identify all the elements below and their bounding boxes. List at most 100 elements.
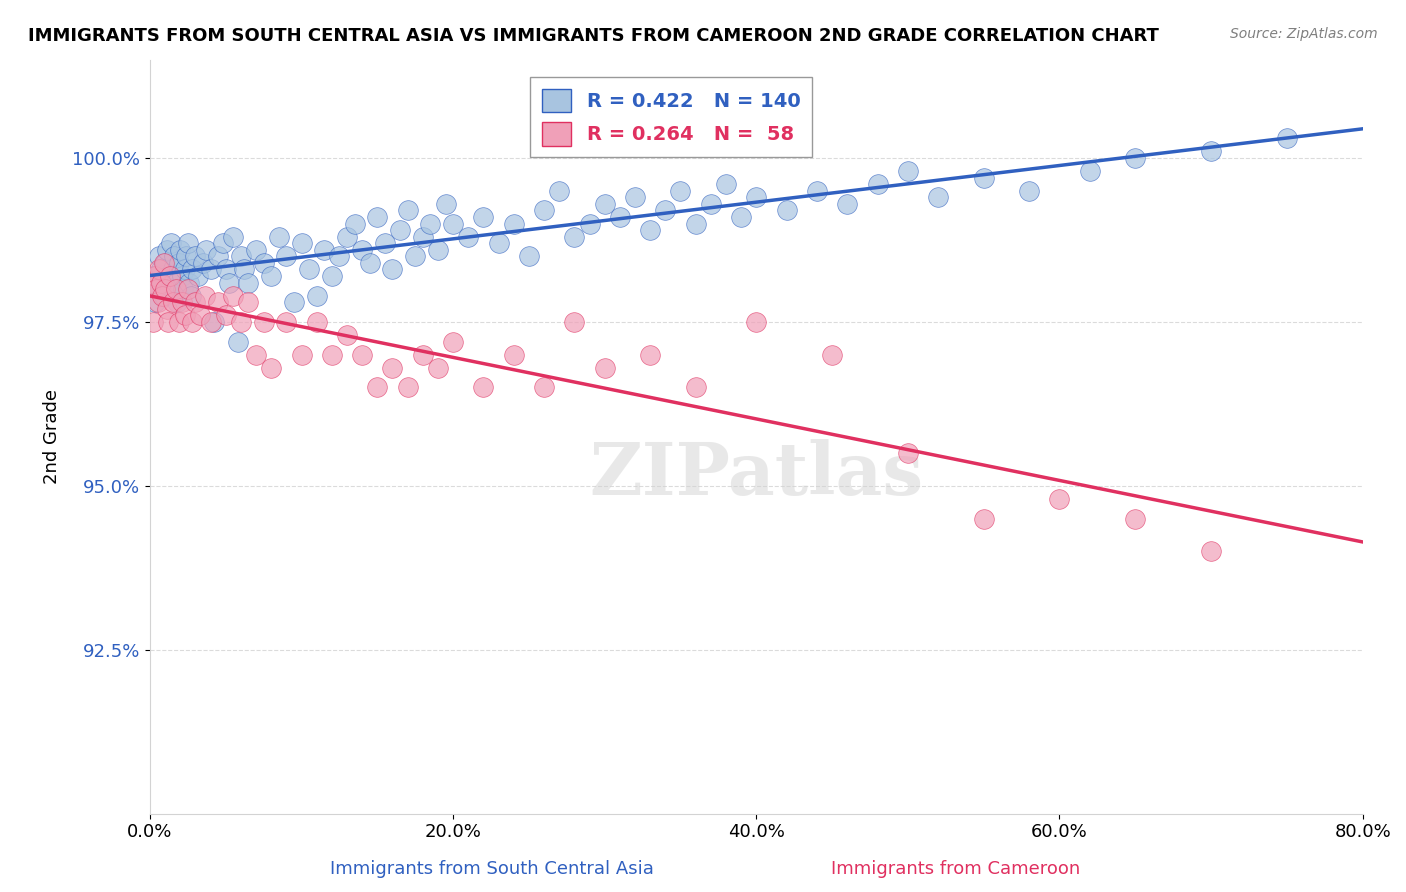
- Point: [142, 268, 165, 283]
- Point: [1049, 491, 1071, 506]
- Point: [165, 276, 187, 290]
- Point: [290, 236, 312, 251]
- Point: [821, 348, 844, 362]
- Point: [193, 288, 215, 302]
- Point: [157, 268, 180, 283]
- Point: [578, 217, 600, 231]
- Point: [685, 380, 707, 394]
- Point: [276, 315, 298, 329]
- Point: [226, 334, 249, 349]
- Point: [336, 328, 359, 343]
- Point: [564, 315, 586, 329]
- Point: [207, 295, 229, 310]
- Point: [321, 348, 343, 362]
- Point: [396, 203, 419, 218]
- Point: [150, 276, 173, 290]
- Point: [153, 256, 176, 270]
- Point: [533, 203, 555, 218]
- Point: [169, 243, 191, 257]
- Point: [441, 217, 464, 231]
- Point: [172, 282, 194, 296]
- Point: [200, 262, 222, 277]
- Point: [593, 360, 616, 375]
- Point: [866, 177, 889, 191]
- Point: [173, 308, 195, 322]
- Point: [472, 210, 495, 224]
- Point: [714, 177, 737, 191]
- Point: [973, 170, 995, 185]
- Point: [143, 268, 166, 283]
- Point: [150, 288, 173, 302]
- Point: [404, 249, 426, 263]
- Point: [283, 295, 305, 310]
- Point: [170, 268, 193, 283]
- Point: [222, 229, 245, 244]
- Point: [609, 210, 631, 224]
- Point: [148, 262, 170, 277]
- Point: [488, 236, 510, 251]
- Point: [207, 249, 229, 263]
- Point: [160, 236, 183, 251]
- Point: [638, 223, 661, 237]
- Point: [276, 249, 298, 263]
- Point: [253, 315, 276, 329]
- Point: [187, 268, 209, 283]
- Point: [162, 262, 184, 277]
- Point: [359, 256, 381, 270]
- Point: [434, 197, 457, 211]
- Point: [548, 184, 571, 198]
- Point: [153, 282, 176, 296]
- Point: [305, 315, 328, 329]
- Point: [177, 282, 200, 296]
- Point: [669, 184, 692, 198]
- Point: [215, 308, 238, 322]
- Point: [143, 295, 166, 310]
- Point: [352, 348, 374, 362]
- Point: [152, 288, 174, 302]
- Point: [238, 295, 260, 310]
- Point: [1275, 131, 1298, 145]
- Point: [366, 210, 388, 224]
- Text: Immigrants from South Central Asia: Immigrants from South Central Asia: [330, 860, 654, 878]
- Text: Immigrants from Cameroon: Immigrants from Cameroon: [831, 860, 1081, 878]
- Point: [441, 334, 464, 349]
- Point: [381, 262, 404, 277]
- Point: [157, 315, 180, 329]
- Point: [654, 203, 676, 218]
- Text: ZIPatlas: ZIPatlas: [589, 439, 924, 510]
- Point: [426, 243, 449, 257]
- Point: [457, 229, 479, 244]
- Point: [159, 282, 181, 296]
- Point: [184, 249, 207, 263]
- Point: [149, 276, 172, 290]
- Point: [897, 164, 920, 178]
- Point: [973, 511, 995, 525]
- Point: [195, 243, 218, 257]
- Point: [1199, 544, 1222, 558]
- Point: [593, 197, 616, 211]
- Point: [472, 380, 495, 394]
- Point: [374, 236, 396, 251]
- Point: [253, 256, 276, 270]
- Point: [200, 315, 222, 329]
- Point: [366, 380, 388, 394]
- Point: [290, 348, 312, 362]
- Point: [167, 256, 190, 270]
- Point: [502, 348, 524, 362]
- Point: [179, 276, 201, 290]
- Point: [229, 315, 252, 329]
- Point: [181, 315, 204, 329]
- Point: [166, 295, 188, 310]
- Point: [1018, 184, 1040, 198]
- Point: [181, 262, 204, 277]
- Point: [202, 315, 225, 329]
- Point: [533, 380, 555, 394]
- Point: [173, 262, 195, 277]
- Point: [517, 249, 540, 263]
- Point: [352, 243, 374, 257]
- Point: [162, 295, 184, 310]
- Point: [167, 315, 190, 329]
- Point: [188, 308, 211, 322]
- Point: [156, 243, 179, 257]
- Point: [685, 217, 707, 231]
